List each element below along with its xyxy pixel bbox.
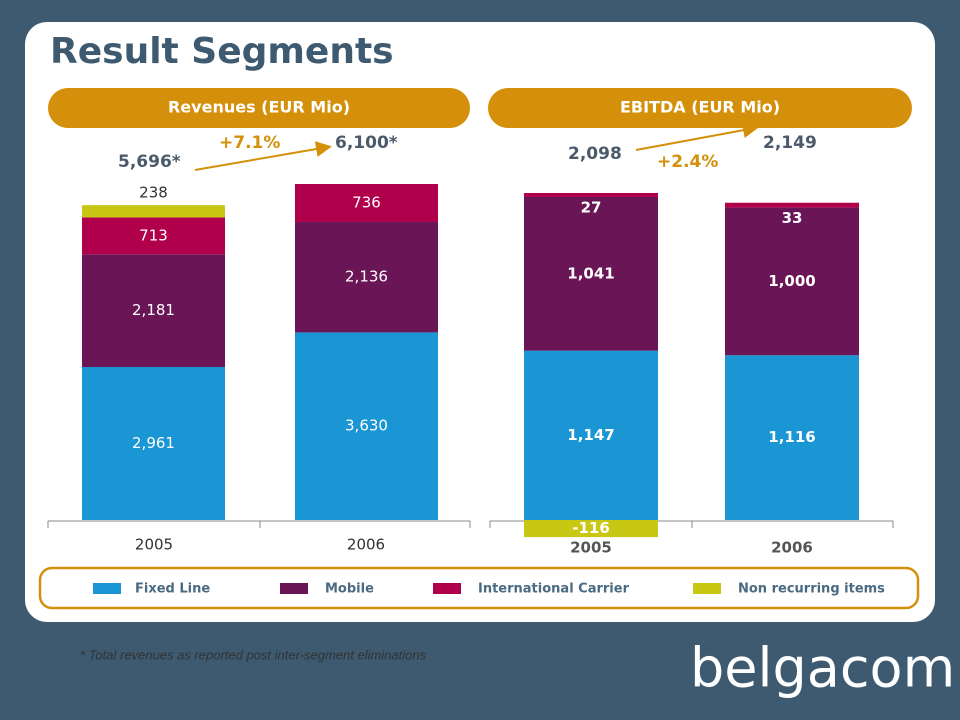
x-tick-label: 2005	[570, 539, 612, 557]
bar-segment	[524, 350, 658, 520]
legend-frame	[38, 566, 920, 610]
x-tick-label: 2006	[771, 539, 813, 557]
legend-label: Fixed Line	[135, 582, 210, 597]
x-tick-label: 2005	[135, 536, 173, 554]
bar-segment	[82, 366, 225, 520]
bar-segment	[82, 254, 225, 367]
value-label: 2,136	[345, 268, 388, 286]
value-label: 736	[352, 194, 381, 212]
value-label: 1,000	[768, 272, 815, 290]
slide-title: Result Segments	[50, 31, 394, 72]
legend-swatch	[93, 583, 121, 594]
value-label: -116	[572, 519, 610, 537]
bar-segment	[524, 196, 658, 351]
bar-segment	[725, 207, 859, 356]
value-label: 3,630	[345, 417, 388, 435]
value-label: 2,181	[132, 301, 175, 319]
total-label: 5,696*	[118, 152, 181, 172]
growth-arrow	[635, 122, 759, 151]
legend-swatch	[433, 583, 461, 594]
bar-segment	[295, 222, 438, 333]
footnote: * Total revenues as reported post inter-…	[80, 647, 427, 662]
bar-segment	[725, 355, 859, 520]
header-bar	[48, 88, 470, 128]
bar-segment	[82, 205, 225, 218]
bar-segment	[524, 193, 658, 197]
legend-swatch	[693, 583, 721, 594]
value-label: 1,041	[567, 264, 614, 282]
bar-segment	[524, 520, 658, 538]
chart-title: EBITDA (EUR Mio)	[620, 98, 780, 117]
value-label: 27	[581, 198, 602, 216]
value-label: 238	[139, 184, 168, 202]
growth-label: +2.4%	[657, 152, 718, 172]
bar-segment	[295, 332, 438, 520]
chart-title: Revenues (EUR Mio)	[168, 98, 350, 117]
total-label: 2,149	[763, 133, 817, 153]
logo: belgacom	[690, 637, 955, 700]
value-label: 1,147	[567, 426, 614, 444]
panel	[25, 22, 935, 622]
x-tick-label: 2006	[347, 536, 385, 554]
growth-arrow	[194, 141, 332, 171]
legend-label: Mobile	[325, 582, 374, 597]
bar-segment	[82, 217, 225, 255]
value-label: 2,961	[132, 434, 175, 452]
total-label: 6,100*	[335, 133, 398, 153]
value-label: 713	[139, 226, 168, 244]
total-label: 2,098	[568, 144, 622, 164]
legend-swatch	[280, 583, 308, 594]
bar-segment	[725, 202, 859, 208]
header-bar	[488, 88, 912, 128]
legend-label: Non recurring items	[738, 582, 885, 597]
bar-segment	[295, 184, 438, 223]
value-label: 33	[782, 209, 803, 227]
legend-label: International Carrier	[478, 582, 630, 597]
value-label: 1,116	[768, 428, 815, 446]
growth-label: +7.1%	[219, 133, 280, 153]
